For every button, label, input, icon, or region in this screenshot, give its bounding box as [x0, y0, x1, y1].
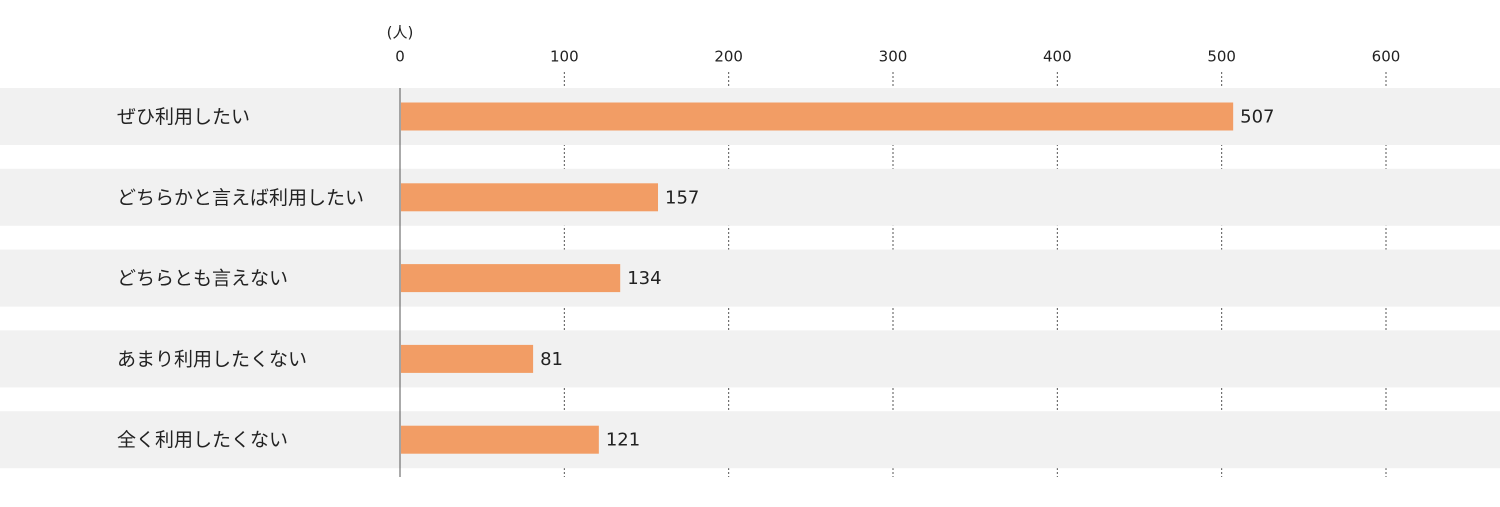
- bar: [401, 264, 621, 293]
- row-band: [0, 249, 1500, 307]
- value-label: 121: [606, 430, 640, 451]
- category-label: ぜひ利用したい: [117, 106, 250, 128]
- x-tick-label: 0: [395, 48, 405, 66]
- x-tick-label: 600: [1372, 48, 1401, 66]
- axis-unit: (人): [387, 24, 414, 42]
- bar: [401, 344, 534, 373]
- category-label: どちらとも言えない: [117, 268, 288, 290]
- x-tick-label: 400: [1043, 48, 1072, 66]
- x-tick-label: 300: [879, 48, 908, 66]
- x-tick-label: 200: [714, 48, 743, 66]
- row-band: [0, 168, 1500, 226]
- bar: [401, 102, 1234, 131]
- row-band: [0, 330, 1500, 388]
- value-label: 157: [665, 187, 699, 208]
- bar: [401, 183, 659, 212]
- x-tick-label: 100: [550, 48, 579, 66]
- bar: [401, 425, 599, 454]
- category-label: どちらかと言えば利用したい: [117, 187, 364, 209]
- value-label: 507: [1240, 107, 1274, 128]
- category-label: あまり利用したくない: [117, 348, 307, 370]
- x-tick-label: 500: [1207, 48, 1236, 66]
- value-label: 81: [540, 349, 563, 370]
- category-label: 全く利用したくない: [117, 429, 288, 451]
- row-band: [0, 411, 1500, 469]
- value-label: 134: [627, 268, 661, 289]
